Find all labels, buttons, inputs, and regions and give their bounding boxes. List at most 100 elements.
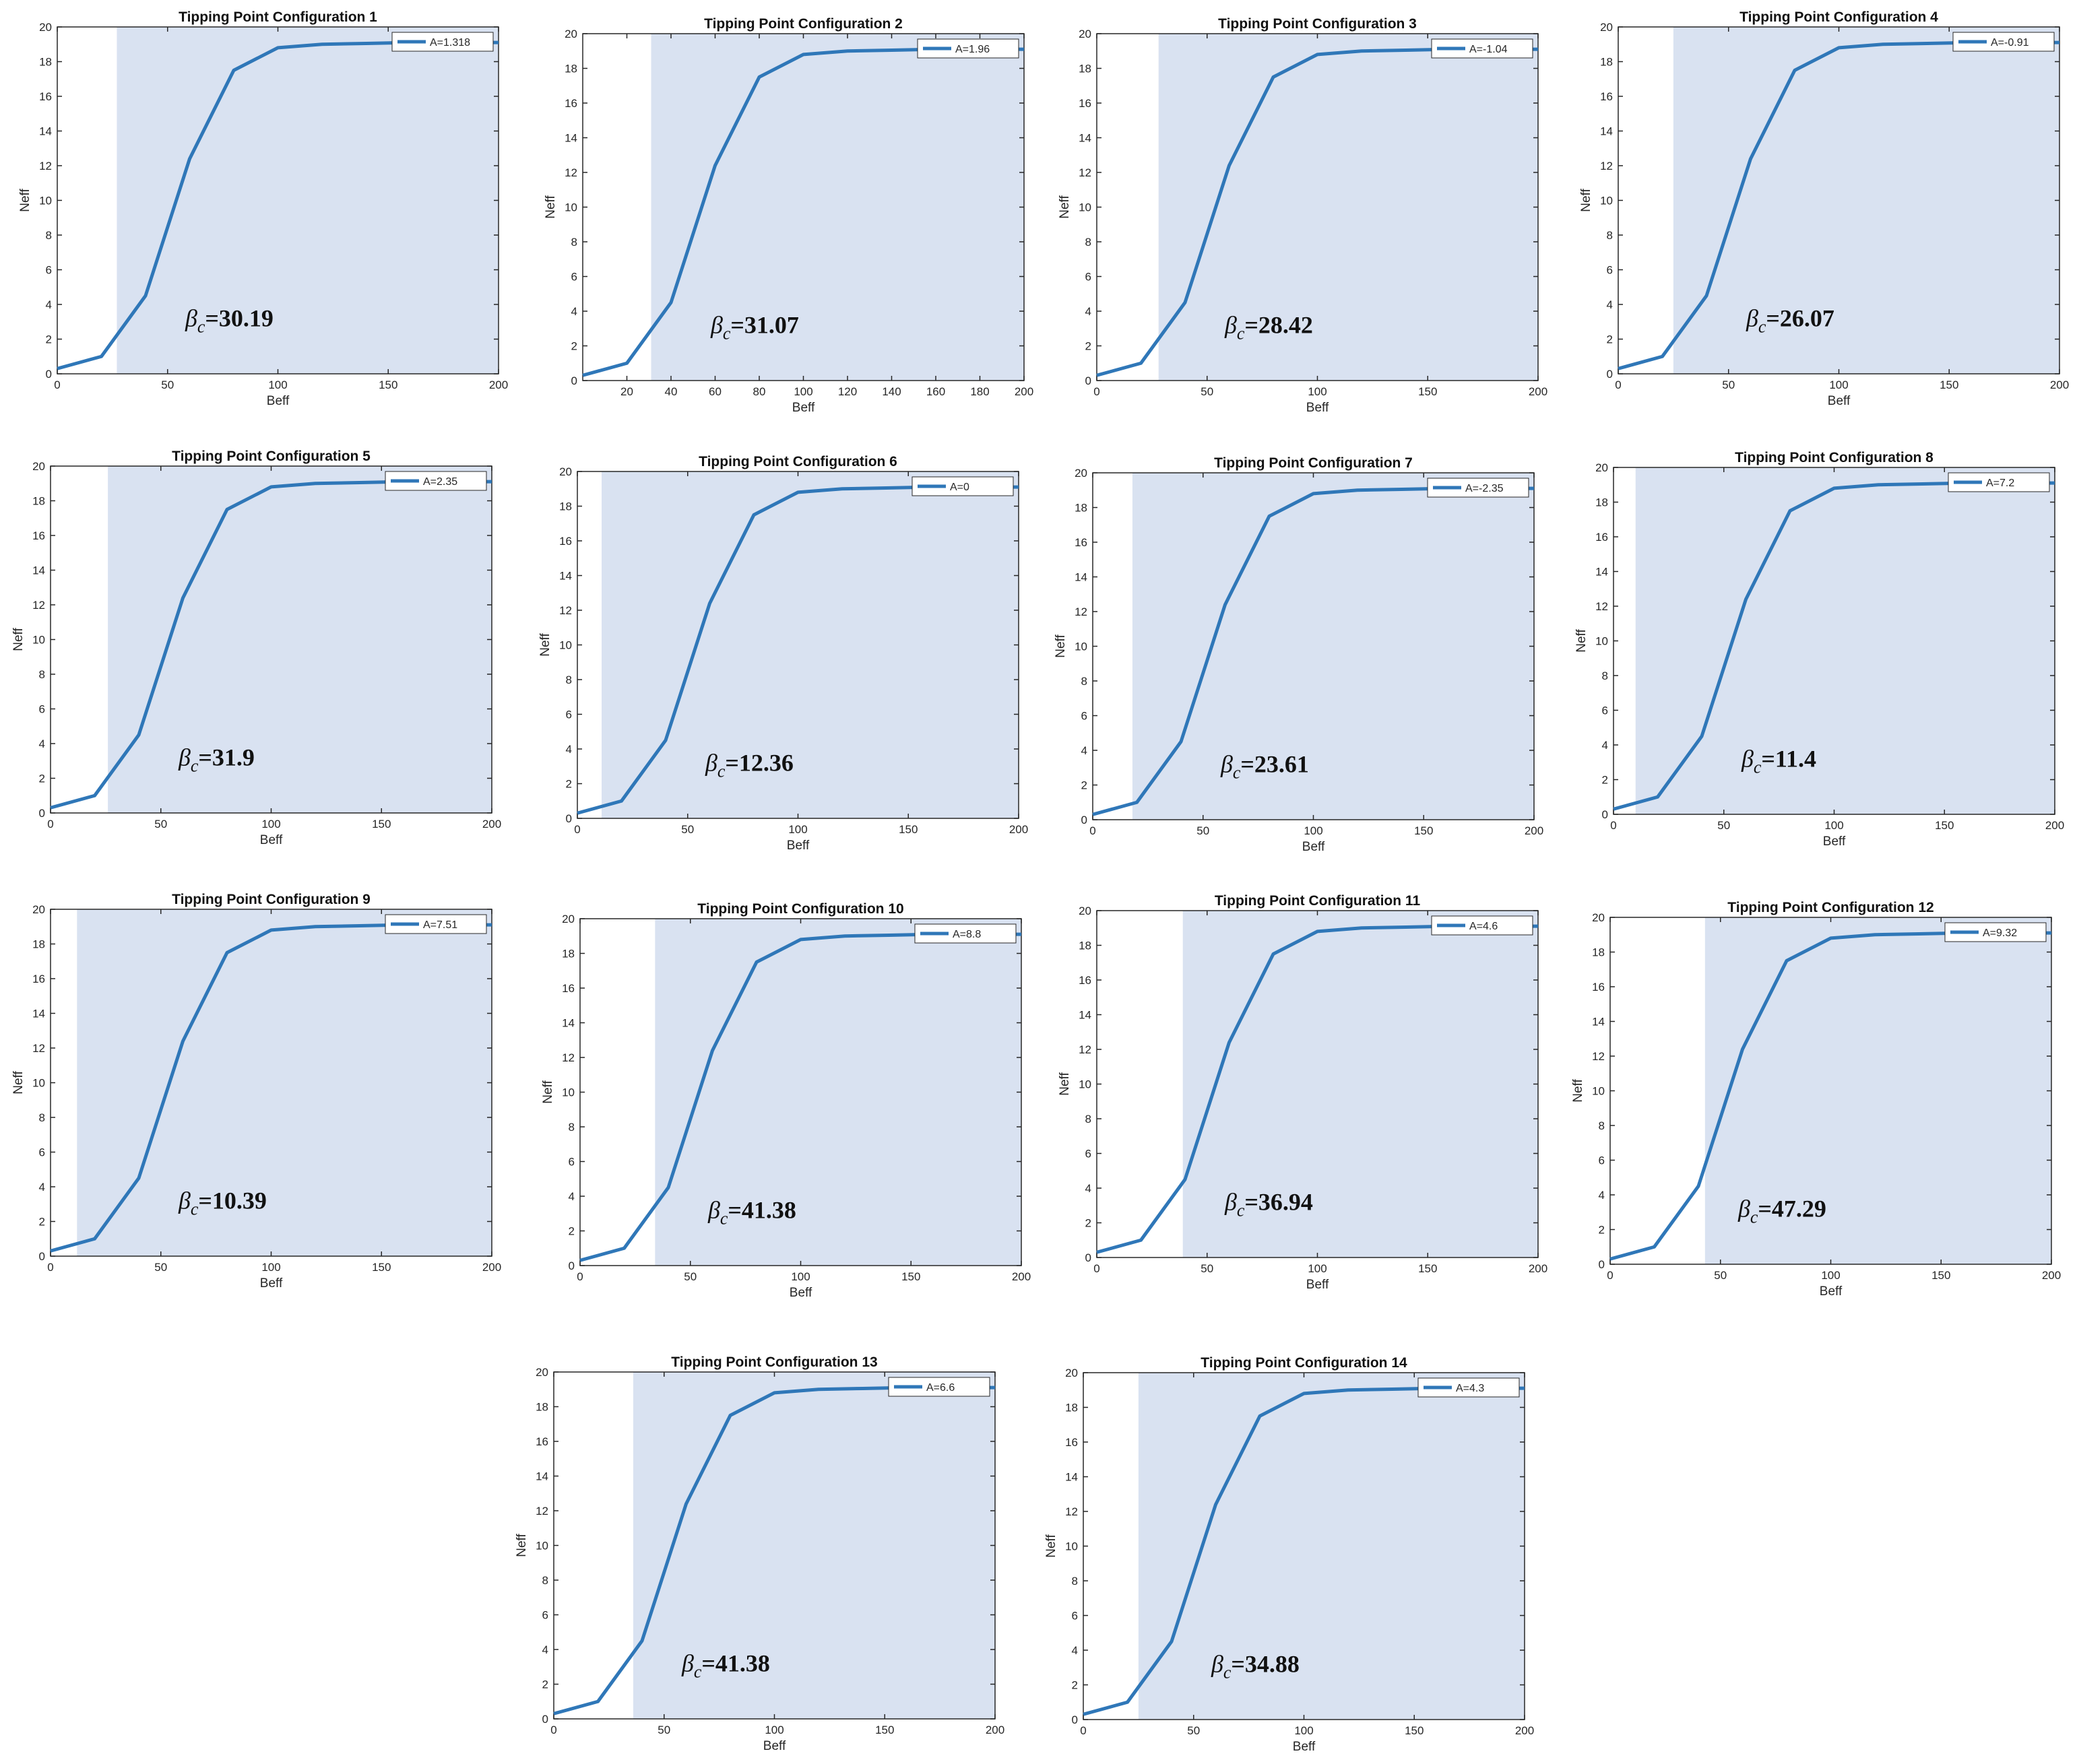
annotation-subscript: c: [191, 756, 199, 776]
y-tick-label: 8: [39, 668, 45, 681]
x-tick-label: 200: [482, 818, 501, 830]
x-tick-label: 100: [1824, 819, 1843, 832]
x-axis-label: Beff: [1820, 1284, 1843, 1299]
annotation-symbol: β: [178, 744, 191, 771]
y-axis-label: Neff: [18, 189, 32, 212]
chart-title: Tipping Point Configuration 1: [179, 9, 377, 25]
shaded-region: [602, 471, 1019, 818]
y-tick-label: 16: [559, 535, 572, 548]
x-tick-label: 200: [1012, 1270, 1031, 1283]
y-tick-label: 6: [1081, 710, 1087, 723]
y-tick-label: 10: [1595, 635, 1608, 648]
y-tick-label: 4: [571, 305, 577, 318]
y-tick-label: 0: [1085, 374, 1091, 387]
y-tick-label: 20: [1079, 28, 1091, 40]
chart-title: Tipping Point Configuration 13: [671, 1354, 877, 1370]
y-tick-label: 10: [559, 639, 572, 652]
y-tick-label: 18: [1079, 63, 1091, 75]
y-tick-label: 18: [1595, 496, 1608, 509]
y-axis-label: Neff: [1571, 1079, 1585, 1103]
y-tick-label: 20: [1600, 21, 1613, 34]
y-tick-label: 16: [1079, 974, 1091, 987]
y-tick-label: 2: [46, 333, 52, 346]
annotation-symbol: β: [1741, 746, 1754, 773]
annotation: βc=12.36: [705, 750, 794, 781]
annotation: βc=34.88: [1211, 1651, 1300, 1683]
y-tick-label: 6: [1602, 705, 1608, 717]
y-tick-label: 8: [571, 236, 577, 249]
y-tick-label: 4: [1602, 739, 1608, 752]
y-tick-label: 20: [536, 1366, 548, 1379]
chart: 20 40 60 80 100 120 140 160 180 200 0 2 4 6 8 10 12 14 16 1…: [544, 16, 1033, 415]
annotation-text: =11.4: [1761, 746, 1816, 773]
annotation-symbol: β: [710, 312, 723, 339]
y-axis-label: Neff: [1054, 634, 1068, 658]
x-tick-label: 50: [1201, 385, 1213, 398]
x-tick-label: 100: [1821, 1269, 1840, 1282]
y-tick-label: 0: [542, 1713, 548, 1726]
y-tick-label: 10: [565, 201, 577, 214]
y-tick-label: 16: [1075, 536, 1087, 549]
x-axis-label: Beff: [267, 394, 290, 408]
x-tick-label: 150: [875, 1724, 894, 1736]
y-tick-label: 12: [1600, 160, 1613, 172]
legend-label: A=1.318: [430, 37, 470, 48]
shaded-region: [108, 466, 492, 813]
x-tick-label: 150: [1405, 1724, 1424, 1737]
y-tick-label: 8: [1081, 675, 1087, 688]
x-tick-label: 0: [54, 379, 60, 391]
y-tick-label: 4: [39, 1181, 45, 1194]
y-tick-label: 8: [542, 1574, 548, 1587]
y-tick-label: 6: [1085, 271, 1091, 284]
legend-label: A=-1.04: [1469, 44, 1508, 55]
x-tick-label: 200: [2045, 819, 2064, 832]
y-tick-label: 18: [536, 1401, 548, 1414]
y-tick-label: 6: [46, 264, 52, 277]
annotation-subscript: c: [1237, 1201, 1245, 1220]
x-tick-label: 20: [620, 385, 633, 398]
y-tick-label: 0: [1072, 1713, 1078, 1726]
y-tick-label: 0: [1085, 1251, 1091, 1264]
annotation-text: =31.07: [730, 312, 799, 339]
annotation-subscript: c: [1237, 324, 1245, 344]
y-axis-label: Neff: [541, 1080, 555, 1104]
y-tick-label: 18: [32, 938, 45, 951]
x-axis-label: Beff: [792, 401, 815, 415]
shaded-region: [633, 1372, 995, 1719]
x-tick-label: 150: [1935, 819, 1954, 832]
annotation-text: =26.07: [1766, 305, 1834, 332]
y-tick-label: 20: [1592, 911, 1605, 924]
legend-label: A=4.6: [1469, 921, 1498, 932]
x-tick-label: 50: [161, 379, 174, 391]
y-tick-label: 14: [32, 564, 45, 577]
x-tick-label: 150: [379, 379, 397, 391]
y-tick-label: 18: [1065, 1402, 1078, 1414]
x-tick-label: 0: [47, 1261, 53, 1274]
x-tick-label: 140: [882, 385, 901, 398]
y-tick-label: 10: [32, 634, 45, 647]
y-tick-label: 14: [565, 132, 577, 145]
legend-label: A=0: [950, 482, 969, 493]
y-tick-label: 6: [542, 1609, 548, 1622]
y-tick-label: 20: [559, 465, 572, 478]
chart: 0 50 100 150 200 0 2 4 6 8 10 12 14 16 18 20 Tipping Poi…: [1571, 900, 2061, 1299]
y-tick-label: 16: [565, 97, 577, 110]
x-axis-label: Beff: [1828, 394, 1851, 408]
x-tick-label: 200: [2050, 379, 2069, 391]
y-tick-label: 2: [1081, 779, 1087, 792]
annotation-symbol: β: [1224, 312, 1237, 339]
y-tick-label: 12: [1079, 1043, 1091, 1056]
annotation-symbol: β: [705, 750, 717, 777]
chart: 0 50 100 150 200 0 2 4 6 8 10 12 14 16 18 20 Tipping Poi…: [18, 9, 508, 408]
y-tick-label: 10: [562, 1086, 575, 1099]
x-tick-label: 200: [1529, 1262, 1547, 1275]
x-tick-label: 100: [268, 379, 287, 391]
x-tick-label: 200: [1525, 824, 1543, 837]
y-tick-label: 2: [1072, 1679, 1078, 1692]
shaded-region: [1132, 473, 1534, 820]
y-tick-label: 18: [32, 495, 45, 508]
y-tick-label: 18: [562, 948, 575, 960]
y-axis-label: Neff: [11, 1071, 26, 1095]
y-tick-label: 10: [1079, 1078, 1091, 1091]
annotation: βc=11.4: [1741, 746, 1816, 777]
